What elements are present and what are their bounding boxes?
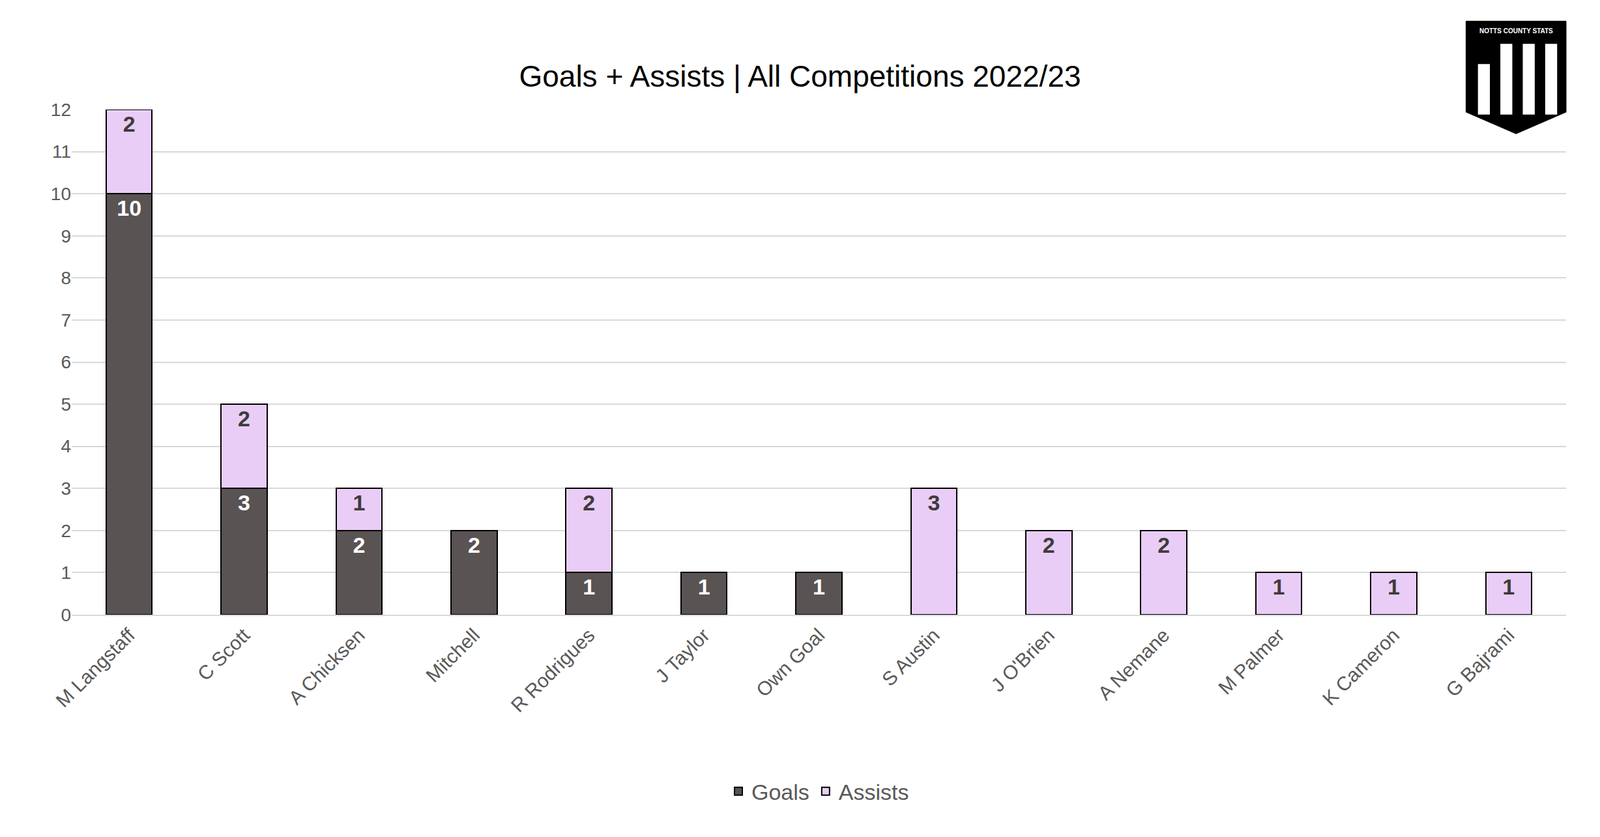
svg-text:8: 8: [60, 267, 72, 289]
svg-text:7: 7: [60, 310, 72, 331]
svg-text:12: 12: [50, 99, 72, 120]
svg-text:A Nemane: A Nemane: [1093, 624, 1174, 704]
svg-text:10: 10: [116, 195, 142, 221]
svg-text:5: 5: [60, 394, 72, 415]
svg-text:2: 2: [1042, 532, 1056, 558]
svg-text:M Palmer: M Palmer: [1214, 624, 1289, 699]
svg-text:1: 1: [698, 574, 711, 599]
svg-text:10: 10: [50, 183, 72, 204]
svg-text:K Cameron: K Cameron: [1318, 624, 1404, 710]
svg-text:1: 1: [352, 490, 365, 515]
svg-text:G Bajrami: G Bajrami: [1441, 624, 1519, 702]
svg-text:2: 2: [582, 490, 596, 515]
svg-text:S Austin: S Austin: [877, 624, 944, 691]
svg-text:Assists: Assists: [838, 779, 910, 805]
svg-text:9: 9: [60, 226, 72, 247]
svg-text:1: 1: [1502, 574, 1515, 599]
svg-text:C Scott: C Scott: [193, 623, 255, 685]
svg-text:2: 2: [467, 532, 481, 558]
svg-text:1: 1: [812, 574, 826, 599]
svg-text:Goals: Goals: [751, 779, 810, 805]
svg-text:4: 4: [60, 436, 72, 457]
svg-text:3: 3: [237, 490, 251, 515]
svg-text:1: 1: [1387, 574, 1400, 599]
svg-text:3: 3: [60, 478, 72, 499]
svg-text:2: 2: [123, 111, 136, 137]
svg-text:Mitchell: Mitchell: [421, 624, 484, 687]
svg-text:0: 0: [60, 604, 72, 626]
svg-text:2: 2: [60, 520, 72, 541]
svg-text:11: 11: [52, 141, 72, 162]
svg-text:A Chicksen: A Chicksen: [284, 624, 369, 709]
svg-text:2: 2: [352, 532, 365, 558]
svg-text:1: 1: [1272, 574, 1286, 599]
svg-text:M Langstaff: M Langstaff: [51, 623, 139, 712]
svg-text:1: 1: [582, 574, 596, 599]
svg-text:J O'Brien: J O'Brien: [986, 624, 1059, 697]
svg-text:R Rodrigues: R Rodrigues: [506, 624, 599, 717]
svg-text:J Taylor: J Taylor: [651, 624, 714, 687]
svg-text:NOTTS COUNTY STATS: NOTTS COUNTY STATS: [1479, 27, 1554, 35]
svg-text:3: 3: [927, 490, 940, 515]
svg-text:Own Goal: Own Goal: [752, 624, 830, 702]
svg-text:2: 2: [237, 406, 251, 431]
svg-text:Goals + Assists | All Competit: Goals + Assists | All Competitions 2022/…: [518, 59, 1081, 94]
svg-text:2: 2: [1157, 532, 1170, 558]
svg-text:1: 1: [60, 562, 72, 583]
svg-text:6: 6: [60, 351, 72, 373]
